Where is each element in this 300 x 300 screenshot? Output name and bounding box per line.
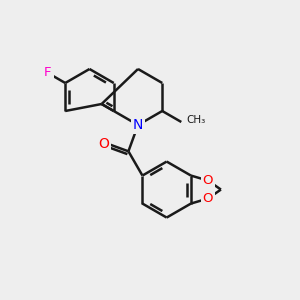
Text: O: O [203,174,213,187]
Text: O: O [203,192,213,205]
Text: O: O [98,137,109,151]
Text: CH₃: CH₃ [186,115,206,125]
Text: N: N [133,118,143,132]
Text: F: F [44,67,52,80]
